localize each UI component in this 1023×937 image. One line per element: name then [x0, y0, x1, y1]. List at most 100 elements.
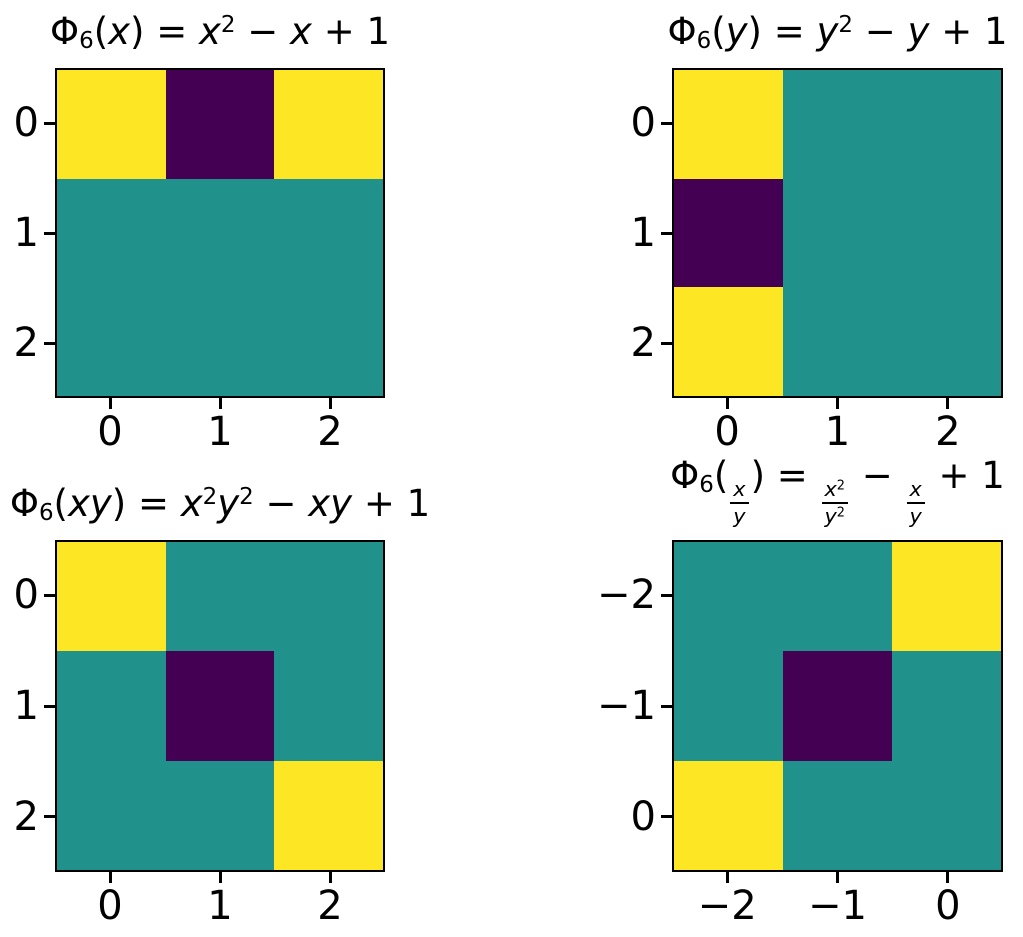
- y-tick-mark: [44, 341, 55, 345]
- subscript: 6: [699, 471, 714, 498]
- y-tick-mark: [661, 231, 672, 235]
- title-text: x: [824, 477, 837, 502]
- title-text: x: [180, 482, 203, 526]
- heatmap-cell: [274, 760, 383, 870]
- title-text: x: [108, 10, 131, 54]
- title-text: (: [711, 10, 726, 54]
- title-text: y: [824, 503, 837, 528]
- superscript: 2: [836, 478, 845, 494]
- y-tick-mark: [44, 815, 55, 819]
- superscript: 2: [239, 484, 254, 511]
- title-text: −: [849, 453, 905, 497]
- subplot-title: Φ6(xy) = x2y2 − xy + 1: [0, 483, 475, 527]
- y-tick-label: 0: [630, 100, 656, 146]
- y-tick-label: 1: [630, 210, 656, 256]
- y-tick-mark: [661, 815, 672, 819]
- superscript: 2: [836, 504, 845, 520]
- y-tick-label: 1: [13, 210, 39, 256]
- fraction-denominator: y: [733, 504, 745, 527]
- title-text: =: [761, 10, 817, 54]
- heatmap-cell: [892, 178, 1001, 288]
- title-text: y: [907, 10, 930, 54]
- title-text: ): [111, 482, 127, 526]
- x-tick-label: 0: [97, 883, 123, 929]
- x-tick-mark: [725, 398, 729, 409]
- title-text: (: [53, 482, 68, 526]
- title-text: x: [290, 10, 312, 54]
- title-text: ): [747, 10, 762, 54]
- x-tick-mark: [836, 398, 839, 409]
- x-tick-mark: [108, 398, 112, 409]
- heatmap-cell: [783, 287, 892, 396]
- heatmap-cell: [892, 287, 1001, 396]
- heatmap-axes: [55, 68, 385, 398]
- heatmap-cell: [57, 70, 166, 179]
- heatmap-cell: [892, 70, 1001, 179]
- x-tick-label: 2: [317, 409, 343, 455]
- x-tick-mark: [218, 872, 222, 883]
- title-text: x: [909, 477, 922, 502]
- title-text: y: [909, 503, 922, 528]
- subscript: 6: [696, 28, 712, 55]
- title-text: ): [750, 453, 765, 497]
- x-tick-label: 0: [97, 409, 123, 455]
- title-text: −: [853, 10, 908, 54]
- heatmap-cell: [892, 651, 1001, 761]
- title-text: =: [144, 10, 199, 54]
- x-tick-label: 1: [207, 409, 233, 455]
- heatmap-cell: [892, 760, 1001, 870]
- heatmap-cell: [783, 651, 892, 761]
- x-tick-mark: [328, 398, 332, 409]
- y-tick-mark: [661, 593, 672, 597]
- heatmap-cell: [674, 542, 783, 652]
- x-tick-mark: [836, 872, 839, 883]
- x-tick-label: 0: [935, 883, 961, 929]
- x-tick-label: 2: [935, 409, 961, 455]
- heatmap-cell: [274, 651, 383, 761]
- x-tick-label: −2: [697, 883, 757, 929]
- y-tick-label: 0: [630, 793, 656, 840]
- y-tick-label: 2: [13, 320, 39, 366]
- title-text: y: [733, 503, 746, 528]
- fraction-denominator: y: [910, 504, 922, 527]
- title-text: −: [253, 482, 309, 526]
- title-text: (: [93, 10, 109, 54]
- heatmap-cell: [165, 651, 275, 761]
- y-tick-mark: [661, 121, 672, 125]
- y-tick-label: −2: [597, 572, 656, 619]
- heatmap-cell: [57, 287, 166, 396]
- heatmap-cell: [783, 542, 892, 652]
- title-text: + 1: [929, 10, 1008, 54]
- title-text: Φ: [9, 482, 39, 526]
- heatmap-cell: [274, 178, 383, 288]
- title-text: y: [725, 10, 748, 54]
- subscript: 6: [79, 28, 94, 55]
- y-tick-label: 1: [13, 683, 39, 729]
- fraction-numerator: x2: [821, 477, 848, 504]
- title-text: + 1: [352, 482, 431, 526]
- heatmap-cell: [57, 178, 166, 288]
- heatmap-axes: [55, 540, 385, 872]
- heatmap-cell: [165, 760, 275, 870]
- y-tick-mark: [661, 341, 672, 345]
- title-text: Φ: [667, 10, 697, 54]
- title-text: x: [733, 477, 746, 502]
- y-tick-mark: [661, 704, 672, 708]
- x-tick-mark: [108, 872, 112, 883]
- heatmap-cell: [165, 178, 275, 288]
- subplot-title: Φ6(x) = x2 − x + 1: [0, 11, 475, 55]
- heatmap-cell: [165, 542, 275, 652]
- title-text: Φ: [49, 10, 80, 54]
- title-text: −: [235, 10, 291, 54]
- y-tick-mark: [44, 231, 55, 235]
- title-text: y: [816, 10, 839, 54]
- y-tick-label: 0: [13, 100, 39, 146]
- title-text: + 1: [926, 453, 1005, 497]
- heatmap-cell: [165, 287, 275, 396]
